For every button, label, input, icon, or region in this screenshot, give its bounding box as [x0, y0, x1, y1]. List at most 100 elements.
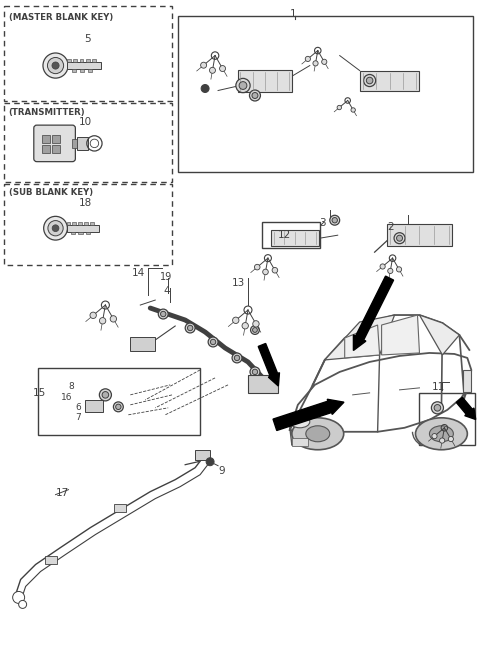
Bar [178, 16, 473, 173]
Bar [67, 225, 99, 232]
Bar [90, 222, 94, 225]
Bar [130, 337, 155, 351]
Text: (SUB BLANK KEY): (SUB BLANK KEY) [9, 188, 93, 197]
FancyArrow shape [353, 276, 394, 350]
Text: 10: 10 [78, 117, 92, 127]
Bar [67, 62, 101, 69]
Bar [262, 222, 320, 248]
Bar [420, 393, 475, 445]
Bar [114, 504, 126, 512]
Bar [67, 222, 70, 225]
Bar [71, 232, 75, 234]
Text: 3: 3 [319, 218, 325, 228]
Bar [52, 145, 60, 153]
Bar [360, 71, 420, 91]
Bar [80, 59, 84, 62]
Ellipse shape [99, 389, 111, 401]
Ellipse shape [90, 312, 96, 319]
Ellipse shape [292, 418, 344, 450]
Text: 18: 18 [78, 198, 92, 208]
Bar [86, 59, 90, 62]
Text: 19: 19 [160, 272, 172, 282]
Bar [84, 222, 88, 225]
Ellipse shape [396, 267, 402, 272]
Ellipse shape [110, 316, 117, 322]
Ellipse shape [99, 318, 106, 324]
Text: (TRANSMITTER): (TRANSMITTER) [9, 108, 85, 117]
Bar [4, 104, 172, 182]
Ellipse shape [332, 218, 337, 223]
FancyBboxPatch shape [34, 125, 75, 161]
FancyArrow shape [258, 344, 279, 386]
Ellipse shape [272, 268, 278, 273]
Ellipse shape [232, 353, 242, 363]
Ellipse shape [52, 62, 59, 69]
Ellipse shape [306, 426, 330, 441]
Bar [45, 556, 57, 564]
Ellipse shape [322, 59, 327, 64]
Ellipse shape [263, 269, 268, 275]
Ellipse shape [116, 404, 121, 409]
Bar [42, 135, 49, 142]
Ellipse shape [432, 434, 437, 439]
Text: 4: 4 [163, 286, 170, 296]
Text: 17: 17 [56, 487, 69, 498]
Bar [88, 69, 92, 72]
Ellipse shape [394, 233, 405, 243]
Ellipse shape [252, 92, 258, 98]
Text: 8: 8 [69, 382, 74, 391]
Text: 2: 2 [387, 222, 394, 232]
Bar [73, 59, 77, 62]
Bar [78, 232, 83, 234]
Ellipse shape [313, 61, 318, 66]
Ellipse shape [440, 438, 445, 443]
Ellipse shape [253, 321, 259, 327]
Bar [80, 69, 84, 72]
Bar [195, 450, 210, 460]
Text: 6: 6 [75, 403, 81, 412]
Ellipse shape [12, 592, 24, 604]
Ellipse shape [252, 369, 258, 375]
Ellipse shape [290, 416, 310, 428]
Bar [78, 222, 82, 225]
Ellipse shape [201, 62, 206, 68]
Text: 5: 5 [84, 33, 91, 44]
Ellipse shape [380, 264, 385, 269]
Polygon shape [382, 315, 420, 355]
Ellipse shape [242, 323, 248, 329]
Text: 13: 13 [232, 278, 245, 288]
Text: 16: 16 [60, 393, 72, 402]
Bar [72, 69, 76, 72]
Ellipse shape [254, 264, 260, 270]
Bar [238, 70, 292, 91]
Ellipse shape [430, 426, 454, 441]
Bar [248, 375, 278, 393]
Ellipse shape [48, 58, 64, 73]
Ellipse shape [209, 68, 216, 73]
Ellipse shape [234, 356, 240, 361]
Bar [42, 145, 49, 153]
Ellipse shape [432, 401, 444, 414]
Ellipse shape [330, 215, 340, 225]
Text: 12: 12 [278, 230, 291, 240]
Bar [67, 59, 71, 62]
Text: 7: 7 [75, 413, 81, 422]
Ellipse shape [44, 216, 67, 240]
Ellipse shape [208, 337, 218, 347]
Ellipse shape [19, 600, 26, 608]
Bar [387, 224, 452, 246]
FancyArrow shape [273, 400, 344, 430]
Bar [92, 59, 96, 62]
Ellipse shape [206, 458, 214, 466]
Ellipse shape [337, 106, 341, 110]
Ellipse shape [366, 77, 373, 84]
Ellipse shape [250, 90, 261, 101]
Bar [85, 400, 103, 412]
Ellipse shape [48, 220, 63, 236]
Ellipse shape [233, 317, 239, 323]
Ellipse shape [102, 392, 108, 398]
Ellipse shape [43, 53, 68, 78]
Text: 11: 11 [432, 382, 444, 392]
Ellipse shape [416, 418, 468, 450]
Ellipse shape [210, 339, 216, 344]
